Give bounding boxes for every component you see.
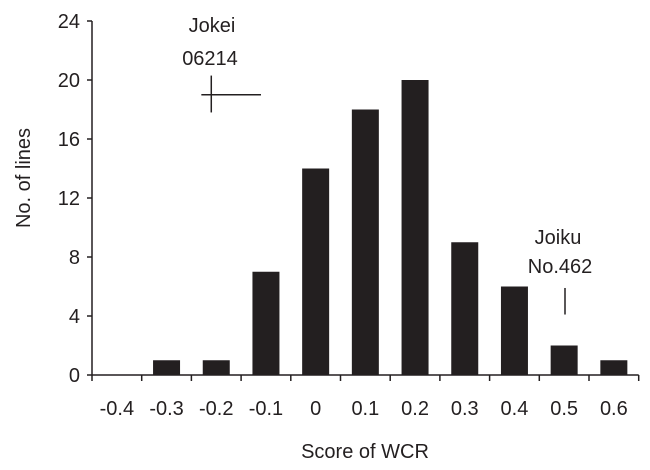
y-axis-title: No. of lines <box>13 128 35 228</box>
bar-0.3 <box>451 242 479 375</box>
annotation-joiku-name: Joiku <box>535 227 582 249</box>
annotation-joiku-id: No.462 <box>528 256 593 278</box>
x-tick-label: 0.3 <box>451 398 479 420</box>
y-tick-label: 8 <box>69 247 80 269</box>
bar--0.1 <box>252 271 280 375</box>
y-tick-label: 20 <box>58 70 80 92</box>
bar-0.6 <box>600 360 628 375</box>
bar-0.2 <box>401 80 429 375</box>
y-tick-label: 0 <box>69 365 80 387</box>
annotation-jokei-name: Jokei <box>189 15 236 37</box>
x-tick-label: 0.4 <box>501 398 529 420</box>
x-axis-title: Score of WCR <box>301 441 429 463</box>
x-tick-label: -0.3 <box>149 398 183 420</box>
x-tick-label: -0.2 <box>199 398 233 420</box>
y-tick-label: 24 <box>58 11 80 33</box>
x-tick-label: -0.4 <box>100 398 134 420</box>
x-tick-label: 0.5 <box>550 398 578 420</box>
x-tick-label: 0.2 <box>401 398 429 420</box>
x-tick-label: -0.1 <box>249 398 283 420</box>
bar-0.5 <box>550 345 578 375</box>
y-tick-label: 16 <box>58 129 80 151</box>
bar-0.1 <box>351 109 379 375</box>
x-tick-label: 0 <box>310 398 321 420</box>
bar-0 <box>302 168 330 375</box>
x-tick-label: 0.1 <box>351 398 379 420</box>
bar-0.4 <box>500 286 528 375</box>
y-tick-label: 4 <box>69 306 80 328</box>
x-tick-label: 0.6 <box>600 398 628 420</box>
bar--0.2 <box>202 360 230 375</box>
annotation-jokei-id: 06214 <box>182 48 238 70</box>
y-tick-label: 12 <box>58 188 80 210</box>
bar--0.3 <box>153 360 181 375</box>
